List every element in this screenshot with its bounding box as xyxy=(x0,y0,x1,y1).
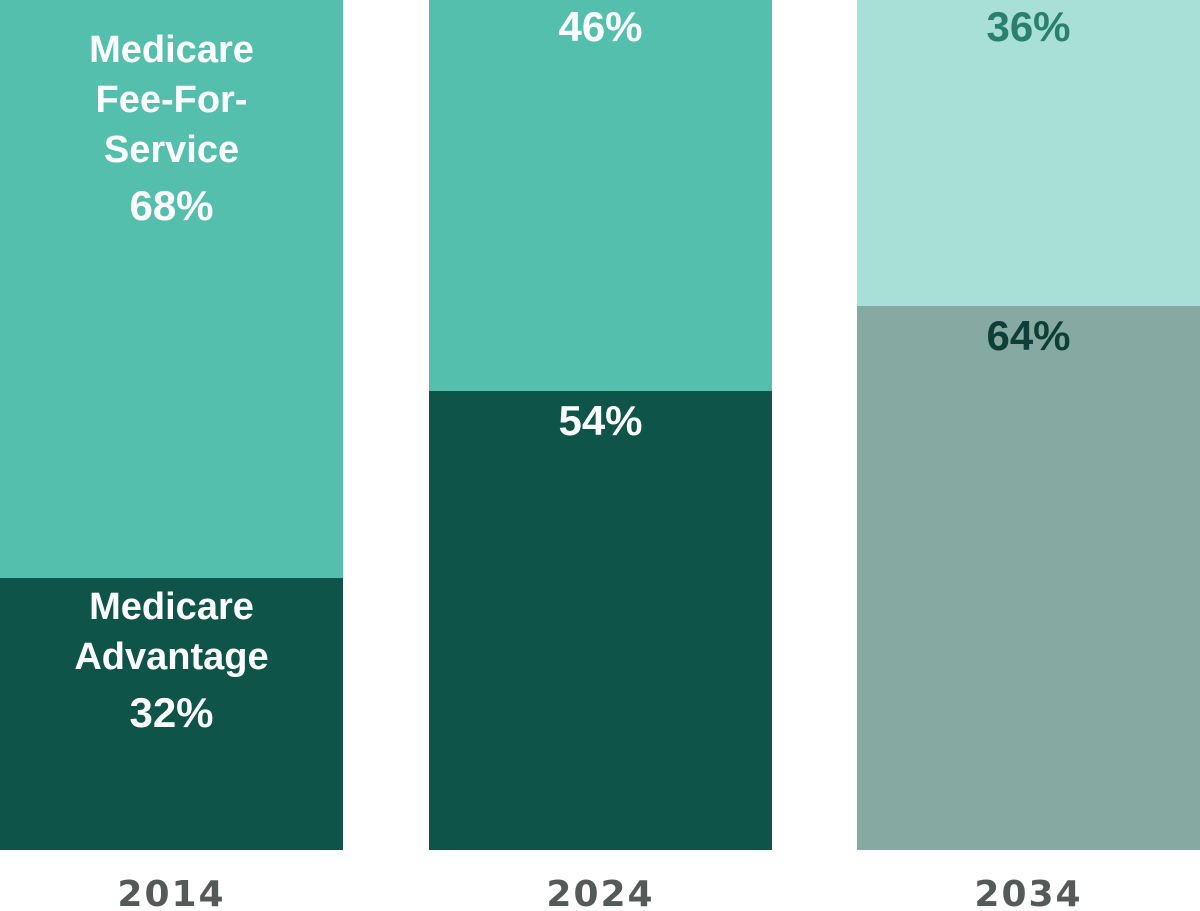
bar-segment-advantage-2024 xyxy=(429,391,772,850)
data-label-advantage-2024: 54% xyxy=(558,397,642,444)
data-label-fee-for-service-2014: 68% xyxy=(129,182,213,229)
x-tick-label-2014: 2014 xyxy=(117,874,225,911)
bar-segment-fee-for-service-2014 xyxy=(0,0,343,578)
series-label-advantage-line-1: Medicare xyxy=(89,586,254,628)
data-label-fee-for-service-2024: 46% xyxy=(558,3,642,50)
x-tick-label-2034: 2034 xyxy=(974,874,1082,911)
bar-segment-advantage-2034 xyxy=(857,306,1200,850)
series-label-advantage-line-2: Advantage xyxy=(74,636,268,678)
series-label-fee-for-service-line-3: Service xyxy=(104,129,239,171)
data-label-advantage-2014: 32% xyxy=(129,689,213,736)
bar-segment-advantage-2014 xyxy=(0,578,343,850)
bar-segment-fee-for-service-2024 xyxy=(429,0,772,391)
data-label-fee-for-service-2034: 36% xyxy=(986,3,1070,50)
x-tick-label-2024: 2024 xyxy=(546,874,654,911)
data-label-advantage-2034: 64% xyxy=(986,312,1070,359)
series-label-fee-for-service-line-2: Fee-For- xyxy=(96,79,248,121)
series-label-fee-for-service-line-1: Medicare xyxy=(89,29,254,71)
bar-segment-fee-for-service-2034 xyxy=(857,0,1200,306)
